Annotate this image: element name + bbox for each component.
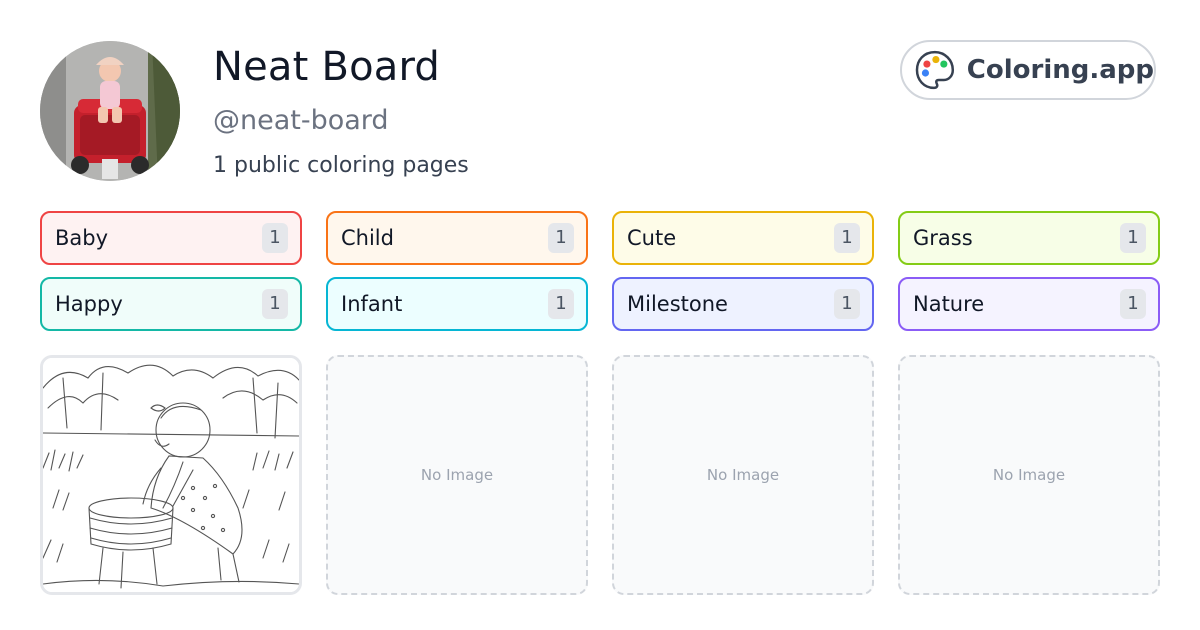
coloring-page-thumbnail xyxy=(43,358,299,592)
tag-label: Child xyxy=(341,226,394,250)
no-image-label: No Image xyxy=(420,466,494,484)
tag-count: 1 xyxy=(1120,289,1146,319)
tag-label: Baby xyxy=(55,226,109,250)
tag-cute[interactable]: Cute 1 xyxy=(612,211,874,265)
tag-count: 1 xyxy=(1120,223,1146,253)
tag-count: 1 xyxy=(262,289,288,319)
tag-grass[interactable]: Grass 1 xyxy=(898,211,1160,265)
tag-grid: Baby 1 Child 1 Cute 1 Grass 1 Happy 1 In… xyxy=(40,211,1160,331)
tag-count: 1 xyxy=(548,289,574,319)
tag-count: 1 xyxy=(548,223,574,253)
board-title: Neat Board xyxy=(213,44,440,90)
tag-infant[interactable]: Infant 1 xyxy=(326,277,588,331)
tag-label: Happy xyxy=(55,292,123,316)
tag-nature[interactable]: Nature 1 xyxy=(898,277,1160,331)
board-handle: @neat-board xyxy=(213,105,389,136)
tag-count: 1 xyxy=(262,223,288,253)
coloring-page-grid: No Image No Image No Image xyxy=(40,355,1160,595)
tag-label: Grass xyxy=(913,226,973,250)
coloring-page-card[interactable] xyxy=(40,355,302,595)
tag-baby[interactable]: Baby 1 xyxy=(40,211,302,265)
tag-milestone[interactable]: Milestone 1 xyxy=(612,277,874,331)
no-image-label: No Image xyxy=(706,466,780,484)
no-image-label: No Image xyxy=(992,466,1066,484)
coloring-page-placeholder: No Image xyxy=(612,355,874,595)
page-count: 1 public coloring pages xyxy=(213,153,469,178)
tag-count: 1 xyxy=(834,289,860,319)
avatar[interactable] xyxy=(40,41,180,181)
brand-badge[interactable]: Coloring.app xyxy=(900,40,1156,100)
coloring-page-placeholder: No Image xyxy=(326,355,588,595)
tag-label: Nature xyxy=(913,292,985,316)
tag-label: Infant xyxy=(341,292,403,316)
tag-happy[interactable]: Happy 1 xyxy=(40,277,302,331)
tag-child[interactable]: Child 1 xyxy=(326,211,588,265)
tag-label: Milestone xyxy=(627,292,728,316)
brand-name: Coloring.app xyxy=(966,55,1154,85)
coloring-page-placeholder: No Image xyxy=(898,355,1160,595)
tag-count: 1 xyxy=(834,223,860,253)
tag-label: Cute xyxy=(627,226,677,250)
palette-icon xyxy=(915,50,955,90)
